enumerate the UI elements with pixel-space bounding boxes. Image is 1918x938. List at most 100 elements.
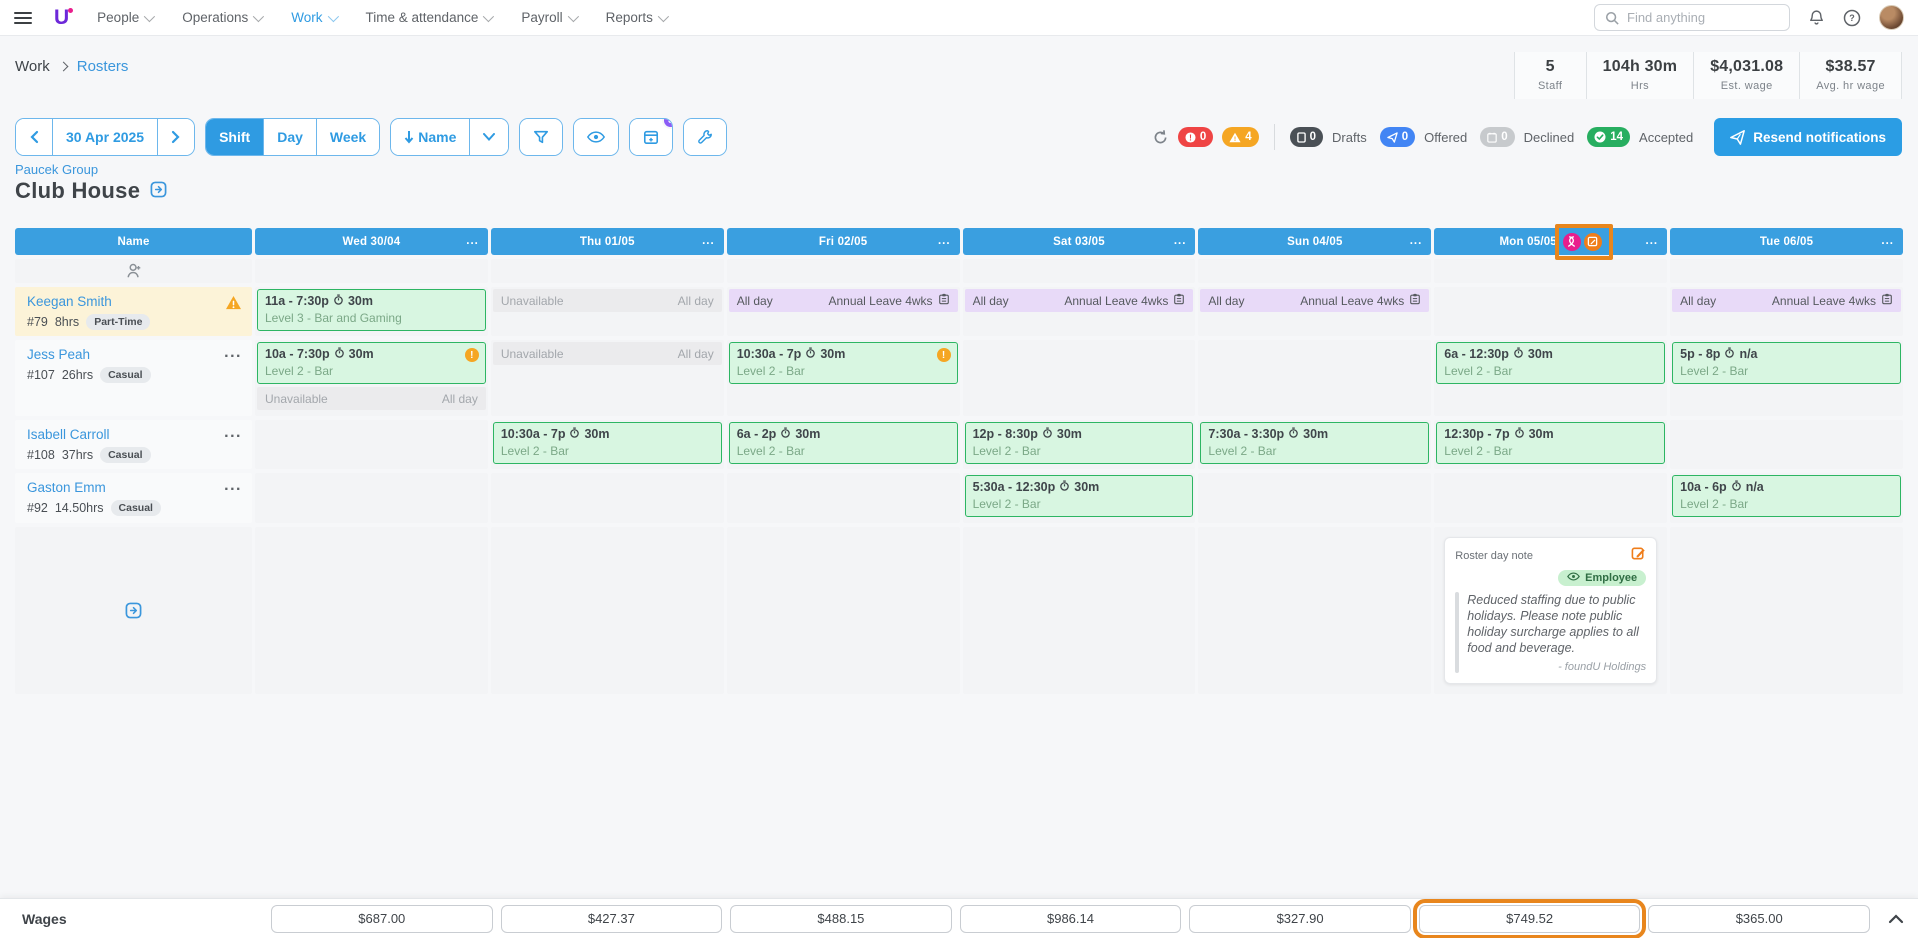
wage-value-highlighted[interactable]: $749.52 [1412, 898, 1647, 938]
roster-cell[interactable]: Roster day note Employee Reduced staffing … [1434, 527, 1668, 694]
breadcrumb-work[interactable]: Work [15, 58, 50, 75]
roster-cell[interactable]: 12p - 8:30p 30m Level 2 - Bar [962, 420, 1196, 469]
employee-menu-dots[interactable]: ... [224, 424, 242, 441]
wage-value[interactable]: $365.00 [1648, 904, 1870, 933]
view-tab-week[interactable]: Week [315, 119, 380, 155]
roster-cell[interactable] [1198, 473, 1432, 523]
roster-cell[interactable] [255, 420, 488, 469]
roster-cell[interactable]: 10a - 6p n/a Level 2 - Bar [1670, 473, 1903, 523]
view-tab-day[interactable]: Day [263, 119, 316, 155]
search-input[interactable] [1627, 10, 1779, 25]
roster-cell[interactable] [1670, 420, 1903, 469]
shift-card[interactable]: 5p - 8p n/a Level 2 - Bar [1672, 342, 1901, 384]
date-display[interactable]: 30 Apr 2025 [52, 119, 158, 155]
roster-cell[interactable]: 7:30a - 3:30p 30m Level 2 - Bar [1198, 420, 1432, 469]
roster-cell[interactable] [1434, 287, 1668, 336]
user-avatar[interactable] [1879, 5, 1904, 30]
shift-card[interactable]: 6a - 12:30p 30m Level 2 - Bar [1436, 342, 1666, 384]
public-holiday-ribbon-icon[interactable] [1562, 232, 1581, 251]
add-person-cell[interactable] [15, 259, 252, 283]
roster-cell[interactable]: 10a - 7:30p 30m Level 2 - Bar! Unavailable A… [255, 340, 488, 416]
refresh-icon[interactable] [1152, 129, 1169, 146]
roster-cell[interactable] [490, 527, 724, 694]
warning-alert-pill[interactable]: ! 4 [1222, 127, 1259, 147]
annual-leave-strip[interactable]: All day Annual Leave 4wks [1200, 289, 1430, 312]
roster-cell[interactable] [490, 473, 724, 523]
edit-roster-icon[interactable] [150, 178, 167, 204]
roster-cell[interactable] [726, 527, 960, 694]
roster-cell[interactable]: 11a - 7:30p 30m Level 3 - Bar and Gaming [255, 287, 488, 336]
group-link[interactable]: Paucek Group [15, 162, 99, 177]
add-note-cell[interactable] [15, 527, 252, 694]
unavailable-strip[interactable]: Unavailable All day [492, 342, 722, 365]
employee-menu-dots[interactable]: ... [224, 344, 242, 361]
column-menu-dots[interactable]: ... [1645, 234, 1659, 247]
roster-cell[interactable]: Unavailable All day [490, 287, 724, 336]
shift-card[interactable]: 12:30p - 7p 30m Level 2 - Bar [1436, 422, 1666, 464]
filter-button[interactable] [519, 118, 564, 156]
roster-cell[interactable]: 12:30p - 7p 30m Level 2 - Bar [1434, 420, 1668, 469]
global-search[interactable] [1594, 4, 1790, 31]
column-menu-dots[interactable]: ... [1881, 234, 1894, 247]
hamburger-menu-icon[interactable] [14, 11, 32, 24]
annual-leave-strip[interactable]: All day Annual Leave 4wks [728, 289, 958, 312]
wage-value[interactable]: $427.37 [500, 904, 723, 933]
wage-value[interactable]: $687.00 [271, 904, 493, 933]
resend-notifications-button[interactable]: Resend notifications [1714, 118, 1902, 156]
roster-day-note-card[interactable]: Roster day note Employee Reduced staffing … [1444, 537, 1658, 684]
column-menu-dots[interactable]: ... [466, 234, 479, 247]
wage-value[interactable]: $488.15 [730, 904, 952, 933]
column-menu-dots[interactable]: ... [937, 234, 951, 247]
roster-cell[interactable]: 5p - 8p n/a Level 2 - Bar [1670, 340, 1903, 416]
employee-name-link[interactable]: Keegan Smith [27, 294, 112, 309]
shift-card[interactable]: 10a - 6p n/a Level 2 - Bar [1672, 475, 1901, 517]
roster-cell[interactable] [726, 473, 960, 523]
prev-day-button[interactable] [16, 119, 52, 155]
view-tab-shift[interactable]: Shift [206, 119, 264, 155]
column-header-day[interactable]: Tue 06/05... [1670, 228, 1903, 255]
column-header-day[interactable]: Mon 05/05... [1434, 223, 1668, 260]
collapse-footer-chevron-icon[interactable] [1874, 913, 1918, 924]
roster-cell[interactable] [255, 473, 488, 523]
add-note-icon[interactable] [17, 529, 250, 692]
nav-menu-reports[interactable]: Reports [606, 10, 669, 25]
roster-cell[interactable]: All day Annual Leave 4wks [1198, 287, 1432, 336]
unavailable-strip[interactable]: Unavailable All day [492, 289, 722, 312]
column-header-day[interactable]: Sat 03/05... [962, 228, 1196, 255]
wage-value[interactable]: $986.14 [959, 904, 1182, 933]
nav-menu-time-attendance[interactable]: Time & attendance [366, 10, 495, 25]
wage-value[interactable]: $327.90 [1189, 904, 1411, 933]
roster-cell[interactable] [255, 527, 488, 694]
roster-cell[interactable] [962, 340, 1196, 416]
employee-menu-dots[interactable]: ... [224, 477, 242, 494]
roster-cell[interactable]: 10:30a - 7p 30m Level 2 - Bar [490, 420, 724, 469]
column-header-day[interactable]: Thu 01/05... [490, 228, 724, 255]
roster-cell[interactable] [962, 527, 1196, 694]
roster-cell[interactable]: 10:30a - 7p 30m Level 2 - Bar! [726, 340, 960, 416]
breadcrumb-rosters[interactable]: Rosters [76, 58, 129, 75]
sort-options-dropdown[interactable] [469, 119, 509, 155]
roster-cell[interactable] [1198, 527, 1432, 694]
nav-menu-work[interactable]: Work [291, 10, 339, 25]
roster-cell[interactable]: 5:30a - 12:30p 30m Level 2 - Bar [962, 473, 1196, 523]
status-pill-drafts[interactable]: 0 [1289, 127, 1324, 147]
shift-card[interactable]: 6a - 2p 30m Level 2 - Bar [728, 422, 958, 464]
employee-name-link[interactable]: Gaston Emm [27, 480, 106, 495]
next-day-button[interactable] [157, 119, 195, 155]
foundu-logo[interactable]: U [54, 7, 74, 28]
sort-by-name-button[interactable]: Name [391, 119, 470, 155]
shift-card[interactable]: 7:30a - 3:30p 30m Level 2 - Bar [1200, 422, 1430, 464]
column-menu-dots[interactable]: ... [702, 234, 715, 247]
column-header-day[interactable]: Fri 02/05... [726, 228, 960, 255]
column-header-day[interactable]: Sun 04/05... [1198, 228, 1432, 255]
day-note-icon[interactable] [1583, 232, 1602, 251]
shift-card[interactable]: 12p - 8:30p 30m Level 2 - Bar [964, 422, 1194, 464]
copy-roster-button[interactable]: 3 [629, 118, 674, 156]
roster-cell[interactable]: All day Annual Leave 4wks [726, 287, 960, 336]
tools-button[interactable] [683, 118, 728, 156]
employee-name-link[interactable]: Jess Peah [27, 347, 91, 362]
column-menu-dots[interactable]: ... [1173, 234, 1187, 247]
roster-cell[interactable] [1670, 527, 1903, 694]
unavailable-strip[interactable]: Unavailable All day [257, 387, 486, 410]
visibility-button[interactable] [573, 118, 620, 156]
